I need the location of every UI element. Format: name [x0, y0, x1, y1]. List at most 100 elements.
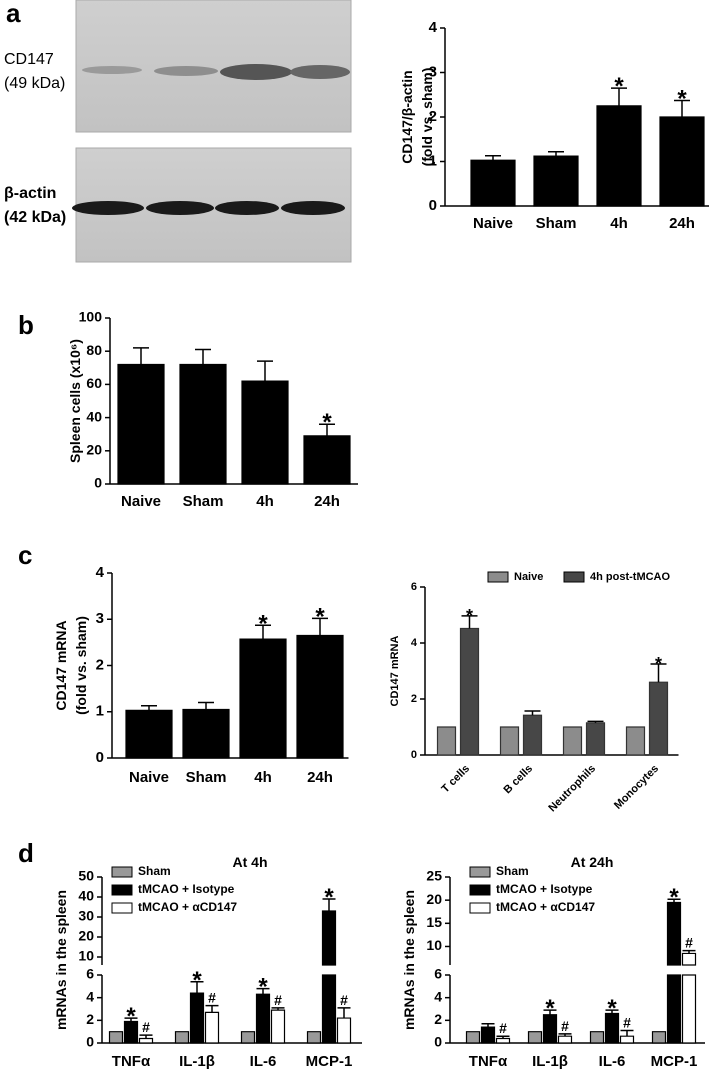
y-axis-label: CD147 mRNA — [389, 635, 401, 706]
bar — [527, 1031, 543, 1044]
y-axis-label: mRNAs in the spleen — [401, 890, 417, 1030]
bar — [542, 1014, 558, 1044]
bar — [255, 993, 271, 1044]
significance-marker: # — [685, 935, 693, 951]
y-tick-label: 10 — [78, 948, 94, 964]
x-tick-label: Naive — [129, 769, 169, 786]
y-tick-label: 6 — [86, 966, 94, 982]
legend-label: tMCAO + αCD147 — [496, 900, 595, 914]
error-bar — [195, 348, 211, 365]
significance-marker: # — [142, 1019, 150, 1035]
x-tick-label: Neutrophils — [546, 763, 598, 815]
bar — [108, 1031, 124, 1044]
error-bar — [543, 1009, 557, 1015]
y-tick-label: 4 — [429, 19, 438, 36]
bar — [117, 363, 165, 485]
x-tick-label: Sham — [186, 769, 227, 786]
bar — [239, 638, 287, 759]
bar — [303, 435, 351, 485]
significance-marker: * — [126, 1003, 136, 1030]
bar — [296, 634, 344, 759]
x-tick-label: 24h — [669, 215, 695, 232]
bar — [499, 726, 520, 756]
error-bar — [682, 949, 696, 954]
error-bar — [205, 1004, 219, 1013]
band — [220, 64, 292, 80]
significance-marker: # — [340, 992, 348, 1008]
y-tick-label: 20 — [426, 891, 442, 907]
bar — [596, 105, 642, 207]
error-bar — [319, 423, 335, 436]
legend-swatch — [469, 866, 491, 878]
significance-marker: * — [669, 884, 679, 911]
y-tick-label: 60 — [86, 375, 102, 391]
x-tick-label: Sham — [536, 215, 577, 232]
bar — [436, 726, 457, 756]
error-bar — [611, 87, 627, 106]
bar — [681, 952, 697, 1044]
x-tick-label: Naive — [121, 493, 161, 510]
error-bar — [587, 720, 604, 723]
bar — [533, 155, 579, 207]
error-bar — [496, 1035, 510, 1039]
legend-swatch — [111, 902, 133, 914]
bar — [270, 1009, 286, 1044]
y-tick-label: 4 — [96, 564, 105, 581]
y-tick-label: 25 — [426, 868, 442, 884]
blot-label: (42 kDa) — [4, 209, 66, 226]
legend-label: tMCAO + Isotype — [138, 882, 235, 896]
bar — [123, 1020, 139, 1044]
bar — [241, 380, 289, 485]
y-tick-label: 10 — [426, 937, 442, 953]
error-bar — [271, 1007, 285, 1011]
bar — [189, 992, 205, 1044]
legend-label: tMCAO + αCD147 — [138, 900, 237, 914]
error-bar — [461, 615, 478, 629]
error-bar — [524, 710, 541, 716]
y-axis-label: mRNAs in the spleen — [53, 890, 69, 1030]
significance-marker: * — [322, 409, 332, 436]
x-tick-label: 24h — [307, 769, 333, 786]
significance-marker: # — [499, 1020, 507, 1036]
y-tick-label: 80 — [86, 342, 102, 358]
significance-marker: * — [258, 974, 268, 1001]
bar — [585, 722, 606, 756]
y-tick-label: 50 — [78, 868, 94, 884]
x-tick-label: 4h — [256, 493, 274, 510]
significance-marker: * — [466, 606, 473, 626]
band — [290, 65, 350, 79]
y-tick-label: 0 — [434, 1034, 442, 1050]
error-bar — [667, 898, 681, 903]
band — [215, 201, 279, 215]
significance-marker: * — [655, 654, 662, 674]
bar — [125, 709, 173, 759]
x-tick-label: MCP-1 — [651, 1053, 698, 1070]
band — [281, 201, 345, 215]
y-tick-label: 0 — [429, 197, 437, 214]
x-tick-label: T cells — [439, 763, 472, 796]
bar — [648, 681, 669, 756]
y-tick-label: 1 — [429, 152, 437, 169]
x-tick-label: TNFα — [469, 1053, 508, 1070]
significance-marker: # — [208, 990, 216, 1006]
y-tick-label: 20 — [78, 928, 94, 944]
legend-label: Naive — [514, 571, 543, 583]
significance-marker: * — [324, 884, 334, 911]
panel-label: d — [18, 838, 34, 868]
error-bar — [190, 981, 204, 994]
panel-label: a — [6, 0, 21, 28]
panel-label: b — [18, 310, 34, 340]
error-bar — [605, 1009, 619, 1014]
significance-marker: * — [677, 86, 687, 113]
significance-marker: * — [614, 73, 624, 100]
x-tick-label: 4h — [610, 215, 628, 232]
x-tick-label: IL-1β — [532, 1053, 568, 1070]
y-axis-label: CD147/β-actin — [399, 70, 415, 163]
error-bar — [312, 617, 328, 636]
bar — [182, 708, 230, 759]
x-tick-label: Naive — [473, 215, 513, 232]
bar — [321, 910, 337, 1044]
legend-swatch — [111, 866, 133, 878]
legend-swatch — [469, 884, 491, 896]
y-axis-label: Spleen cells (x10⁶) — [67, 339, 83, 463]
